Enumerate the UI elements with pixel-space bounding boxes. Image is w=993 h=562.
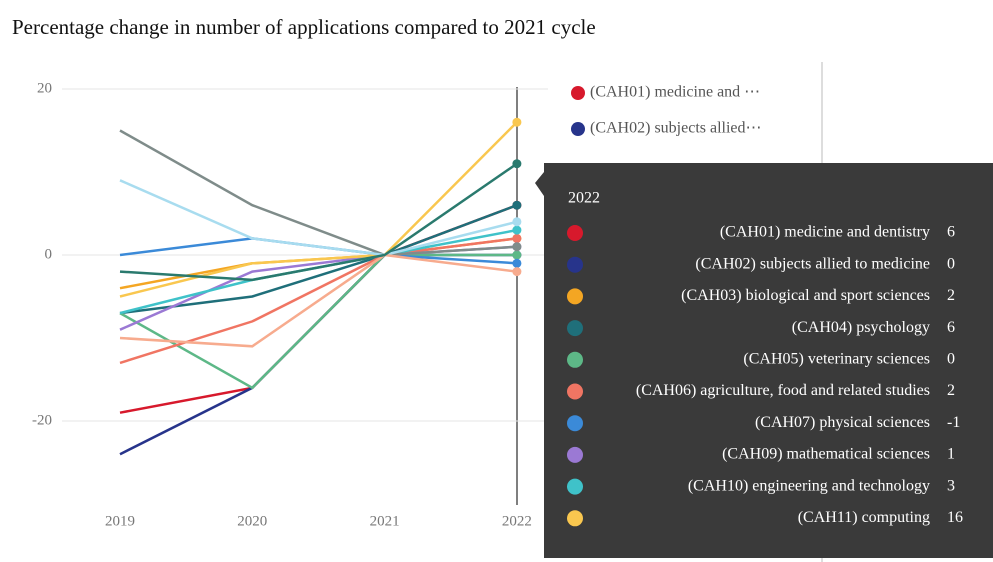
tooltip-name: (CAH02) subjects allied to medicine [695, 255, 930, 272]
tooltip-box [535, 163, 993, 558]
tooltip-value: 0 [947, 255, 955, 272]
series-line [119, 129, 517, 257]
chart-title: Percentage change in number of applicati… [12, 15, 596, 39]
tooltip-value: 6 [947, 224, 955, 241]
hover-point [512, 233, 522, 243]
tooltip-marker [567, 383, 583, 400]
hover-point [512, 117, 522, 127]
y-tick-label: 20 [37, 80, 52, 96]
series-line [119, 253, 518, 348]
series-line [119, 179, 518, 257]
tooltip-name: (CAH03) biological and sport sciences [681, 287, 930, 304]
legend-label: (CAH01) medicine and ⋯ [590, 84, 760, 101]
tooltip-marker [567, 478, 583, 495]
tooltip-value: 1 [947, 446, 955, 463]
series-line [119, 121, 518, 298]
series-line [119, 204, 518, 315]
tooltip-marker [567, 225, 583, 241]
tooltip-marker [567, 256, 583, 273]
y-tick-label: 0 [45, 246, 53, 262]
tooltip-marker [567, 446, 583, 463]
hover-point [512, 159, 522, 169]
tooltip-marker [567, 288, 583, 305]
hover-point [512, 225, 522, 235]
tooltip-name: (CAH05) veterinary sciences [743, 350, 930, 367]
tooltip-title: 2022 [568, 190, 600, 207]
tooltip-marker [567, 510, 583, 527]
y-tick-label: -20 [32, 412, 52, 428]
x-tick-label: 2022 [502, 513, 532, 529]
series-line [119, 162, 518, 282]
tooltip-value: 2 [947, 287, 955, 304]
tooltip-name: (CAH01) medicine and dentistry [720, 224, 930, 241]
tooltip-name: (CAH04) psychology [792, 319, 930, 336]
hover-point [512, 250, 522, 260]
legend-marker [571, 122, 585, 136]
tooltip-marker [567, 415, 583, 432]
hover-point [512, 242, 522, 252]
tooltip-value: -1 [947, 414, 960, 431]
tooltip-value: 6 [947, 319, 955, 336]
tooltip-name: (CAH10) engineering and technology [688, 477, 930, 494]
tooltip-marker [567, 351, 583, 368]
tooltip-value: 2 [947, 382, 955, 399]
x-tick-label: 2020 [237, 513, 267, 529]
tooltip-value: 0 [947, 350, 955, 367]
tooltip-marker [567, 320, 583, 337]
hover-point [512, 258, 522, 268]
tooltip-name: (CAH11) computing [798, 509, 930, 526]
hover-point [512, 217, 522, 227]
tooltip-value: 3 [947, 477, 955, 494]
tooltip: 2022 (CAH01) medicine and dentistry 6 (CAH0… [535, 163, 993, 558]
legend-marker [571, 86, 585, 100]
tooltip-name: (CAH06) agriculture, food and related st… [636, 382, 930, 399]
tooltip-name: (CAH09) mathematical sciences [722, 446, 930, 463]
hover-point [512, 200, 522, 210]
hover-point [512, 267, 522, 277]
series-line [119, 253, 517, 390]
legend-label: (CAH02) subjects allied⋯ [590, 120, 762, 137]
tooltip-name: (CAH07) physical sciences [755, 414, 930, 431]
x-tick-label: 2021 [370, 513, 400, 529]
tooltip-value: 16 [947, 509, 963, 526]
x-tick-label: 2019 [105, 513, 135, 529]
